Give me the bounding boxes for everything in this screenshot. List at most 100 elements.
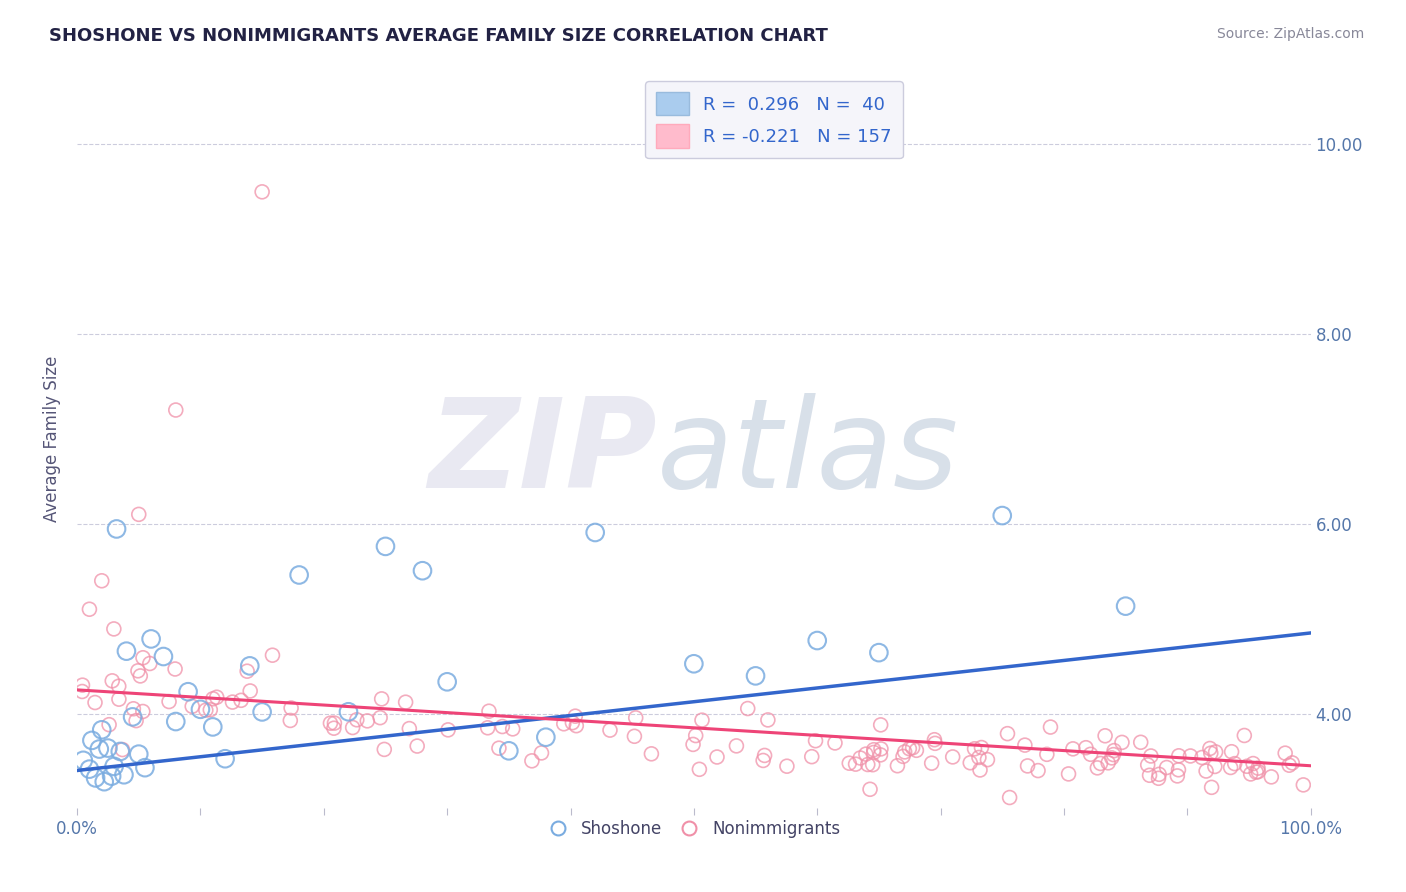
Point: [239, 684, 262, 698]
Point: [870, 742, 893, 756]
Point: [1140, 749, 1163, 764]
Point: [112, 768, 135, 782]
Point: [200, 703, 222, 717]
Point: [1240, 767, 1263, 781]
Point: [776, 759, 799, 773]
Point: [530, 746, 553, 760]
Point: [128, 747, 150, 761]
Point: [893, 745, 915, 759]
Point: [97, 741, 120, 756]
Point: [1039, 720, 1062, 734]
Point: [139, 657, 162, 671]
Point: [125, 714, 148, 728]
Point: [565, 719, 588, 733]
Point: [868, 646, 890, 660]
Point: [127, 664, 149, 678]
Point: [90, 723, 112, 737]
Point: [997, 726, 1019, 740]
Point: [924, 736, 946, 750]
Point: [976, 753, 998, 767]
Point: [1147, 772, 1170, 786]
Point: [122, 702, 145, 716]
Point: [319, 716, 342, 731]
Point: [250, 705, 273, 719]
Point: [250, 185, 273, 199]
Point: [553, 716, 575, 731]
Point: [181, 699, 204, 714]
Point: [194, 703, 217, 717]
Point: [100, 769, 122, 783]
Point: [398, 722, 420, 736]
Point: [1241, 756, 1264, 771]
Point: [862, 757, 884, 772]
Point: [502, 722, 524, 736]
Point: [963, 741, 986, 756]
Point: [898, 741, 921, 756]
Point: [1101, 751, 1123, 765]
Point: [103, 759, 125, 773]
Point: [1094, 729, 1116, 743]
Point: [1204, 759, 1226, 773]
Point: [1274, 746, 1296, 760]
Point: [520, 754, 543, 768]
Point: [84, 696, 107, 710]
Point: [534, 730, 557, 744]
Point: [201, 691, 224, 706]
Point: [855, 747, 877, 761]
Point: [201, 720, 224, 734]
Point: [108, 692, 131, 706]
Point: [90, 574, 112, 588]
Point: [690, 713, 713, 727]
Point: [1247, 761, 1270, 775]
Point: [280, 701, 302, 715]
Point: [93, 774, 115, 789]
Point: [165, 403, 187, 417]
Point: [1260, 770, 1282, 784]
Point: [72, 678, 94, 692]
Point: [1244, 765, 1267, 780]
Point: [1281, 756, 1303, 770]
Point: [89, 742, 111, 756]
Point: [103, 622, 125, 636]
Point: [901, 740, 924, 755]
Point: [1026, 764, 1049, 778]
Point: [856, 757, 879, 772]
Point: [491, 720, 513, 734]
Point: [1014, 738, 1036, 752]
Point: [1278, 758, 1301, 772]
Point: [1017, 759, 1039, 773]
Point: [845, 757, 868, 772]
Point: [115, 644, 138, 658]
Point: [165, 714, 187, 729]
Point: [498, 744, 520, 758]
Point: [800, 749, 823, 764]
Point: [1136, 757, 1159, 772]
Y-axis label: Average Family Size: Average Family Size: [44, 355, 60, 522]
Point: [1223, 756, 1246, 771]
Point: [756, 713, 779, 727]
Point: [239, 658, 262, 673]
Point: [806, 633, 828, 648]
Point: [72, 753, 94, 767]
Point: [688, 762, 710, 776]
Point: [107, 679, 129, 693]
Point: [101, 673, 124, 688]
Text: atlas: atlas: [657, 392, 959, 514]
Point: [921, 756, 943, 771]
Point: [1080, 747, 1102, 762]
Point: [346, 713, 368, 727]
Point: [1191, 750, 1213, 764]
Point: [139, 632, 162, 646]
Point: [370, 691, 392, 706]
Point: [561, 715, 583, 730]
Point: [356, 714, 378, 728]
Point: [132, 650, 155, 665]
Point: [488, 741, 510, 756]
Point: [129, 669, 152, 683]
Point: [754, 748, 776, 763]
Point: [862, 743, 884, 757]
Point: [288, 568, 311, 582]
Point: [436, 674, 458, 689]
Point: [1199, 741, 1222, 756]
Point: [1167, 763, 1189, 777]
